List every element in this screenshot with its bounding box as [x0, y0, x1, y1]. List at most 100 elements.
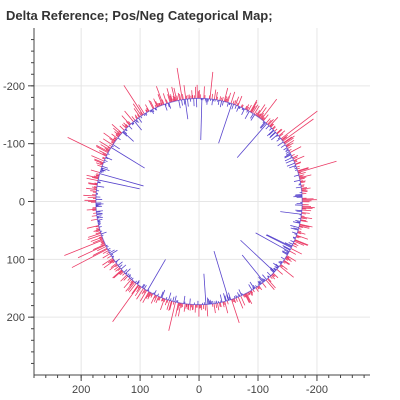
positive-delta-line: [291, 153, 295, 157]
negative-delta-line: [252, 285, 256, 289]
negative-delta-line: [268, 130, 275, 136]
negative-delta-line: [282, 245, 291, 250]
positive-delta-line: [119, 271, 124, 276]
positive-delta-line: [296, 234, 309, 240]
negative-delta-line: [296, 210, 302, 213]
negative-delta-line: [226, 102, 229, 107]
negative-delta-line: [269, 127, 272, 131]
positive-delta-line: [223, 301, 225, 305]
positive-delta-line: [302, 206, 315, 209]
negative-delta-line: [134, 120, 142, 131]
negative-delta-line: [136, 280, 140, 284]
negative-delta-line: [269, 132, 277, 139]
positive-delta-line: [282, 118, 314, 142]
negative-delta-line: [101, 165, 108, 169]
positive-delta-line: [150, 100, 155, 109]
negative-delta-line: [181, 99, 183, 106]
negative-delta-line: [273, 268, 276, 271]
positive-delta-line: [102, 250, 109, 254]
negative-delta-line: [100, 170, 104, 173]
positive-delta-line: [87, 234, 102, 241]
negative-delta-line: [160, 291, 164, 298]
negative-delta-line: [96, 210, 103, 212]
negative-delta-line: [228, 292, 232, 300]
positive-delta-line: [222, 301, 225, 308]
positive-delta-line: [219, 96, 222, 101]
negative-delta-line: [280, 211, 302, 215]
negative-delta-line: [172, 296, 175, 302]
negative-delta-line: [293, 227, 299, 230]
positive-delta-line: [180, 303, 183, 308]
positive-delta-line: [298, 174, 305, 177]
positive-delta-line: [99, 150, 108, 155]
negative-delta-line: [211, 99, 214, 106]
positive-delta-line: [283, 136, 293, 143]
positive-delta-line: [107, 255, 112, 259]
positive-delta-line: [86, 208, 97, 211]
positive-delta-line: [183, 85, 187, 100]
positive-delta-line: [256, 104, 266, 117]
positive-delta-line: [269, 276, 273, 279]
x-tick-label-0: 200: [72, 384, 90, 396]
positive-delta-line: [93, 243, 106, 251]
negative-delta-line: [248, 284, 253, 291]
positive-delta-line: [165, 99, 168, 104]
positive-delta-line: [297, 167, 309, 172]
positive-delta-line: [215, 303, 218, 309]
positive-delta-line: [295, 162, 301, 166]
grid-lines: [34, 28, 370, 375]
negative-delta-line: [276, 137, 281, 142]
negative-delta-line: [178, 100, 181, 109]
positive-delta-line: [97, 246, 107, 252]
positive-delta-line: [285, 139, 295, 146]
positive-delta-line: [299, 226, 304, 228]
negative-delta-line: [266, 271, 271, 276]
positive-delta-line: [125, 121, 130, 126]
negative-delta-line: [284, 157, 293, 162]
positive-delta-line: [292, 156, 298, 160]
positive-delta-line: [187, 304, 189, 310]
positive-delta-line: [301, 191, 308, 193]
negative-delta-line: [96, 215, 102, 217]
negative-delta-line: [153, 290, 157, 295]
positive-delta-line: [153, 295, 158, 302]
positive-delta-line: [92, 238, 104, 244]
positive-delta-line: [213, 89, 217, 100]
negative-delta-line: [282, 250, 289, 255]
negative-delta-line: [290, 240, 295, 243]
positive-delta-line: [298, 171, 302, 174]
positive-delta-line: [292, 155, 299, 159]
positive-delta-line: [118, 270, 124, 275]
positive-delta-line: [95, 174, 100, 177]
positive-delta-line: [111, 124, 123, 134]
positive-delta-line: [100, 144, 110, 151]
positive-delta-line: [124, 125, 128, 128]
positive-delta-line: [300, 184, 305, 186]
positive-delta-line: [299, 225, 310, 229]
positive-delta-line: [189, 304, 192, 311]
negative-delta-line: [223, 293, 227, 302]
negative-delta-line: [285, 159, 294, 164]
positive-delta-line: [219, 302, 221, 307]
negative-delta-line: [283, 249, 289, 253]
positive-delta-line: [185, 303, 187, 309]
positive-delta-line: [244, 105, 248, 110]
positive-delta-line: [104, 147, 110, 151]
negative-delta-line: [258, 276, 264, 283]
positive-delta-line: [219, 302, 222, 308]
positive-delta-line: [280, 110, 318, 140]
positive-delta-line: [301, 207, 313, 210]
positive-delta-line: [187, 304, 190, 311]
positive-delta-line: [91, 176, 99, 180]
negative-delta-line: [152, 109, 155, 113]
positive-delta-line: [261, 98, 278, 120]
negative-delta-line: [278, 261, 282, 265]
positive-delta-line: [137, 285, 141, 289]
positive-delta-line: [105, 149, 110, 152]
negative-delta-line: [296, 221, 301, 223]
positive-delta-line: [271, 274, 275, 277]
positive-delta-line: [103, 260, 115, 269]
positive-delta-line: [162, 93, 168, 104]
positive-delta-line: [297, 230, 302, 233]
